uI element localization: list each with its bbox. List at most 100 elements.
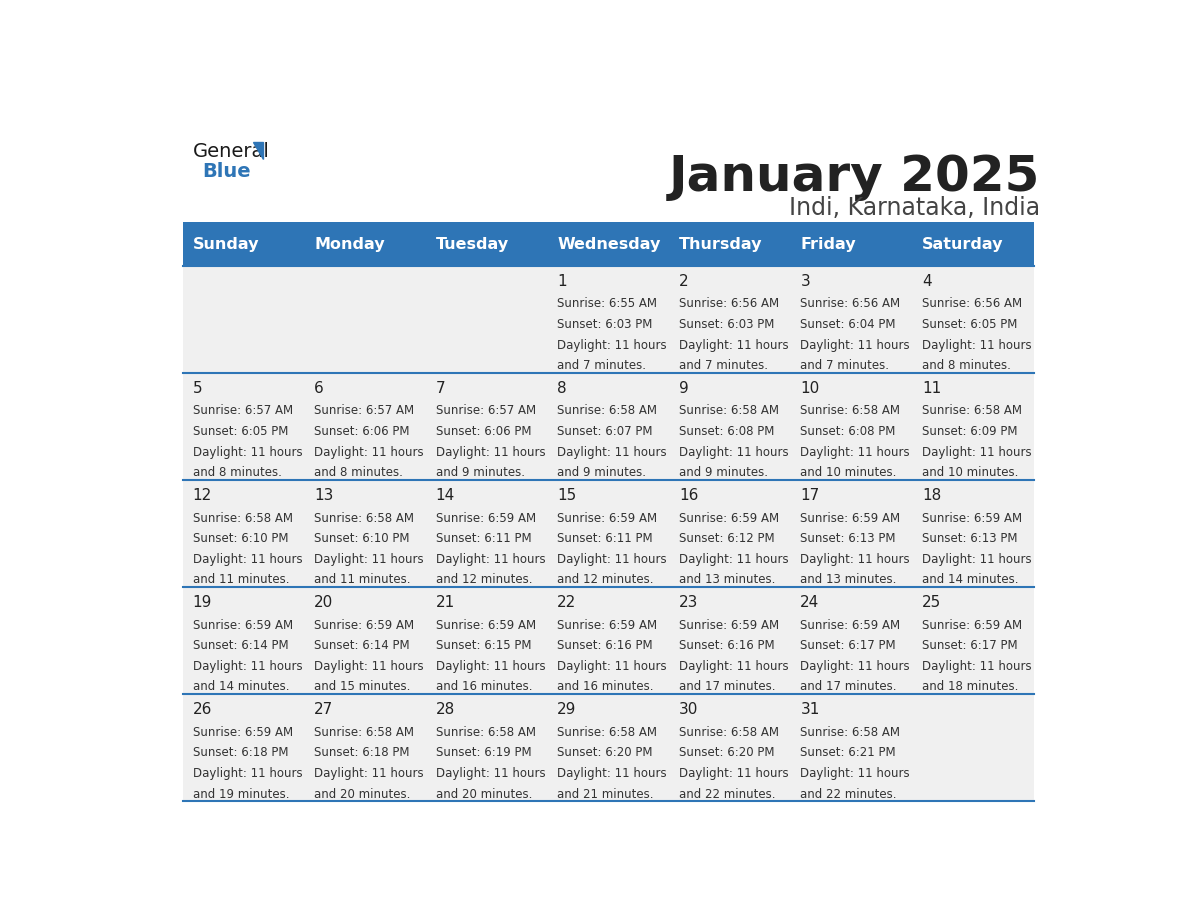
FancyBboxPatch shape <box>791 588 912 694</box>
FancyBboxPatch shape <box>912 480 1035 588</box>
Text: 24: 24 <box>801 595 820 610</box>
Text: 31: 31 <box>801 702 820 717</box>
FancyBboxPatch shape <box>183 694 305 801</box>
Text: Daylight: 11 hours: Daylight: 11 hours <box>801 339 910 352</box>
FancyBboxPatch shape <box>305 694 426 801</box>
Text: 20: 20 <box>314 595 334 610</box>
Text: Daylight: 11 hours: Daylight: 11 hours <box>801 553 910 565</box>
FancyBboxPatch shape <box>791 480 912 588</box>
Text: Daylight: 11 hours: Daylight: 11 hours <box>192 767 302 780</box>
Text: Sunrise: 6:59 AM: Sunrise: 6:59 AM <box>192 619 292 632</box>
Text: 19: 19 <box>192 595 213 610</box>
Text: 18: 18 <box>922 488 941 503</box>
Text: and 10 minutes.: and 10 minutes. <box>922 466 1018 479</box>
Text: Sunrise: 6:58 AM: Sunrise: 6:58 AM <box>557 725 657 739</box>
Text: Daylight: 11 hours: Daylight: 11 hours <box>678 767 789 780</box>
Text: Sunrise: 6:56 AM: Sunrise: 6:56 AM <box>922 297 1022 310</box>
FancyBboxPatch shape <box>548 480 670 588</box>
Text: and 10 minutes.: and 10 minutes. <box>801 466 897 479</box>
Text: Tuesday: Tuesday <box>436 237 508 252</box>
Text: Daylight: 11 hours: Daylight: 11 hours <box>801 767 910 780</box>
Text: Sunset: 6:03 PM: Sunset: 6:03 PM <box>678 319 775 331</box>
Text: 3: 3 <box>801 274 810 289</box>
Text: Sunset: 6:16 PM: Sunset: 6:16 PM <box>557 639 653 652</box>
Text: 6: 6 <box>314 381 324 397</box>
Text: Sunset: 6:04 PM: Sunset: 6:04 PM <box>801 319 896 331</box>
Text: Sunset: 6:17 PM: Sunset: 6:17 PM <box>801 639 896 652</box>
Text: Daylight: 11 hours: Daylight: 11 hours <box>192 553 302 565</box>
Text: and 9 minutes.: and 9 minutes. <box>436 466 525 479</box>
Text: Thursday: Thursday <box>678 237 763 252</box>
Text: Daylight: 11 hours: Daylight: 11 hours <box>192 446 302 459</box>
FancyBboxPatch shape <box>305 480 426 588</box>
FancyBboxPatch shape <box>670 266 791 374</box>
Polygon shape <box>253 142 263 159</box>
Text: and 8 minutes.: and 8 minutes. <box>192 466 282 479</box>
Text: Daylight: 11 hours: Daylight: 11 hours <box>922 553 1031 565</box>
FancyBboxPatch shape <box>183 588 305 694</box>
Text: Sunset: 6:13 PM: Sunset: 6:13 PM <box>922 532 1017 545</box>
FancyBboxPatch shape <box>670 222 791 266</box>
Text: Sunset: 6:13 PM: Sunset: 6:13 PM <box>801 532 896 545</box>
Text: Sunset: 6:18 PM: Sunset: 6:18 PM <box>314 746 410 759</box>
Text: and 15 minutes.: and 15 minutes. <box>314 680 411 693</box>
Text: 4: 4 <box>922 274 931 289</box>
Text: and 17 minutes.: and 17 minutes. <box>801 680 897 693</box>
Text: Sunset: 6:15 PM: Sunset: 6:15 PM <box>436 639 531 652</box>
Text: 17: 17 <box>801 488 820 503</box>
Text: Sunrise: 6:59 AM: Sunrise: 6:59 AM <box>678 511 779 524</box>
FancyBboxPatch shape <box>426 374 548 480</box>
Text: Sunset: 6:19 PM: Sunset: 6:19 PM <box>436 746 531 759</box>
Text: January 2025: January 2025 <box>669 152 1040 200</box>
Text: Sunset: 6:17 PM: Sunset: 6:17 PM <box>922 639 1017 652</box>
Text: 10: 10 <box>801 381 820 397</box>
Text: and 17 minutes.: and 17 minutes. <box>678 680 776 693</box>
Text: Daylight: 11 hours: Daylight: 11 hours <box>436 767 545 780</box>
Text: Daylight: 11 hours: Daylight: 11 hours <box>678 553 789 565</box>
Text: Sunrise: 6:58 AM: Sunrise: 6:58 AM <box>314 725 415 739</box>
Text: Sunset: 6:11 PM: Sunset: 6:11 PM <box>436 532 531 545</box>
Text: Daylight: 11 hours: Daylight: 11 hours <box>314 767 424 780</box>
Text: Sunset: 6:21 PM: Sunset: 6:21 PM <box>801 746 896 759</box>
Text: Daylight: 11 hours: Daylight: 11 hours <box>436 446 545 459</box>
Text: Sunset: 6:08 PM: Sunset: 6:08 PM <box>678 425 775 438</box>
Text: and 11 minutes.: and 11 minutes. <box>314 574 411 587</box>
Text: 28: 28 <box>436 702 455 717</box>
Text: and 18 minutes.: and 18 minutes. <box>922 680 1018 693</box>
Text: Daylight: 11 hours: Daylight: 11 hours <box>192 660 302 673</box>
Text: Daylight: 11 hours: Daylight: 11 hours <box>922 660 1031 673</box>
Text: Monday: Monday <box>314 237 385 252</box>
FancyBboxPatch shape <box>426 588 548 694</box>
Text: 23: 23 <box>678 595 699 610</box>
Text: and 9 minutes.: and 9 minutes. <box>678 466 767 479</box>
Text: Sunrise: 6:59 AM: Sunrise: 6:59 AM <box>192 725 292 739</box>
Text: Sunrise: 6:58 AM: Sunrise: 6:58 AM <box>192 511 292 524</box>
Text: 12: 12 <box>192 488 211 503</box>
Text: 1: 1 <box>557 274 567 289</box>
Text: and 9 minutes.: and 9 minutes. <box>557 466 646 479</box>
Text: and 14 minutes.: and 14 minutes. <box>192 680 289 693</box>
Text: 7: 7 <box>436 381 446 397</box>
FancyBboxPatch shape <box>912 588 1035 694</box>
Text: 14: 14 <box>436 488 455 503</box>
Text: Sunset: 6:12 PM: Sunset: 6:12 PM <box>678 532 775 545</box>
Text: and 13 minutes.: and 13 minutes. <box>801 574 897 587</box>
Text: Sunrise: 6:56 AM: Sunrise: 6:56 AM <box>801 297 901 310</box>
Text: Sunrise: 6:58 AM: Sunrise: 6:58 AM <box>678 725 779 739</box>
FancyBboxPatch shape <box>305 588 426 694</box>
FancyBboxPatch shape <box>305 374 426 480</box>
Text: and 12 minutes.: and 12 minutes. <box>436 574 532 587</box>
Text: Friday: Friday <box>801 237 857 252</box>
FancyBboxPatch shape <box>548 588 670 694</box>
FancyBboxPatch shape <box>670 480 791 588</box>
Text: 5: 5 <box>192 381 202 397</box>
Text: Sunset: 6:16 PM: Sunset: 6:16 PM <box>678 639 775 652</box>
Text: Sunrise: 6:59 AM: Sunrise: 6:59 AM <box>801 619 901 632</box>
Text: Sunrise: 6:57 AM: Sunrise: 6:57 AM <box>314 405 415 418</box>
FancyBboxPatch shape <box>183 480 305 588</box>
FancyBboxPatch shape <box>426 694 548 801</box>
Text: and 22 minutes.: and 22 minutes. <box>801 788 897 800</box>
Text: Sunrise: 6:59 AM: Sunrise: 6:59 AM <box>557 511 657 524</box>
Text: Sunrise: 6:59 AM: Sunrise: 6:59 AM <box>436 511 536 524</box>
Text: 26: 26 <box>192 702 213 717</box>
